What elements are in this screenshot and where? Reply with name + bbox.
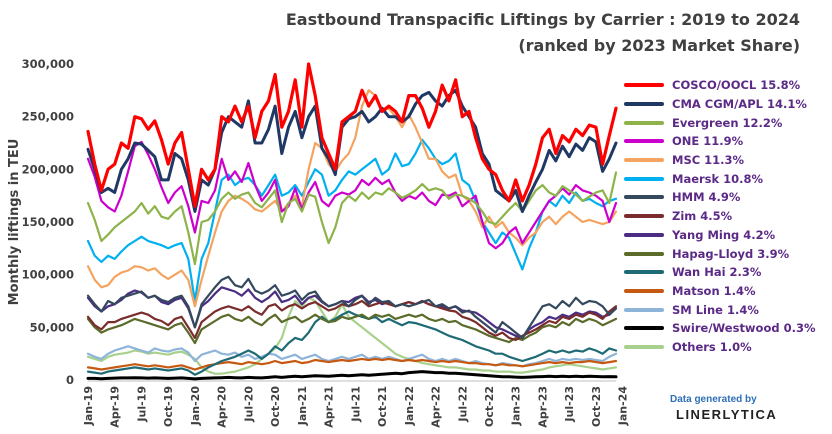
x-axis: Jan-19 Apr-19 Jul-19 Oct-19 Jan-20 Apr-20 Jul-… [82, 380, 630, 428]
x-tick-label: Jul-23 [563, 386, 576, 423]
y-axis-label: Monthly liftings in TEU [7, 139, 22, 306]
brand-logo-text: LINERLYTICA [676, 407, 778, 422]
legend-swatch [624, 139, 664, 144]
legend-label: SM Line 1.4% [672, 302, 759, 317]
x-tick-label: Apr-21 [323, 386, 336, 428]
legend-item: Matson 1.4% [624, 282, 824, 301]
legend-label: Others 1.0% [672, 339, 752, 354]
x-tick-label: Jul-19 [135, 386, 148, 423]
series-line-evergreen [86, 171, 618, 266]
legend-swatch [624, 83, 664, 88]
x-tick-label: Jul-20 [242, 386, 255, 423]
legend-swatch [624, 214, 664, 219]
x-tick-label: Oct-20 [269, 386, 282, 427]
series-lines [86, 62, 618, 381]
x-tick-label: Jan-24 [617, 386, 630, 427]
series-line-matson [86, 357, 618, 371]
legend-item: HMM 4.9% [624, 188, 824, 207]
legend-label: ONE 11.9% [672, 134, 744, 149]
legend-swatch [624, 102, 664, 107]
y-tick-label: 250,000 [22, 110, 74, 124]
legend-item: Maersk 10.8% [624, 169, 824, 188]
legend-label: Wan Hai 2.3% [672, 265, 762, 280]
x-tick-label: Oct-22 [483, 386, 496, 427]
x-tick-label: Apr-23 [536, 386, 549, 428]
y-tick-label: 0 [66, 373, 74, 387]
legend-item: Evergreen 12.2% [624, 113, 824, 132]
legend-label: HMM 4.9% [672, 190, 741, 205]
x-tick-label: Apr-19 [109, 386, 122, 428]
legend-label: Swire/Westwood 0.3% [672, 321, 816, 336]
legend-item: Zim 4.5% [624, 207, 824, 226]
legend-swatch [624, 195, 664, 200]
legend-item: Others 1.0% [624, 338, 824, 357]
series-line-wan [86, 310, 618, 376]
series-line-others [86, 296, 618, 375]
chart-subtitle: (ranked by 2023 Market Share) [518, 36, 800, 55]
series-line-maersk [86, 138, 618, 303]
legend-swatch [624, 232, 664, 237]
x-tick-label: Jul-22 [456, 386, 469, 423]
legend-label: Hapag-Lloyd 3.9% [672, 246, 790, 261]
series-line-cma [86, 88, 618, 213]
x-tick-label: Apr-22 [430, 386, 443, 428]
legend-item: ONE 11.9% [624, 132, 824, 151]
x-tick-label: Jul-21 [349, 386, 362, 423]
legend-item: MSC 11.3% [624, 151, 824, 170]
legend-swatch [624, 288, 664, 293]
legend-item: Swire/Westwood 0.3% [624, 319, 824, 338]
legend-label: Zim 4.5% [672, 209, 733, 224]
legend-item: Wan Hai 2.3% [624, 263, 824, 282]
series-line-one [86, 140, 618, 250]
y-tick-label: 300,000 [22, 57, 74, 71]
x-tick-label: Oct-23 [590, 386, 603, 427]
x-tick-label: Jan-20 [189, 386, 202, 427]
legend-item: Yang Ming 4.2% [624, 226, 824, 245]
legend-label: Evergreen 12.2% [672, 115, 783, 130]
legend-label: Yang Ming 4.2% [672, 227, 776, 242]
series-line-coscooocl [86, 62, 618, 208]
y-tick-label: 150,000 [22, 215, 74, 229]
legend-item: CMA CGM/APL 14.1% [624, 95, 824, 114]
y-axis: 0 50,000 100,000 150,000 200,000 250,000 300,0… [22, 57, 74, 387]
legend-swatch [624, 251, 664, 256]
series-line-swirewestwood [86, 370, 618, 381]
x-tick-label: Jan-22 [403, 386, 416, 426]
legend-label: CMA CGM/APL 14.1% [672, 97, 807, 112]
series-line-zim [86, 299, 618, 342]
x-tick-label: Jan-21 [296, 386, 309, 426]
series-line-hmm [86, 275, 618, 339]
chart-title: Eastbound Transpacific Liftings by Carri… [285, 10, 800, 29]
x-tick-label: Oct-19 [162, 386, 175, 427]
credit-text: Data generated by [670, 394, 757, 405]
y-tick-label: 100,000 [22, 268, 74, 282]
legend-item: COSCO/OOCL 15.8% [624, 76, 824, 95]
x-tick-label: Oct-21 [376, 386, 389, 427]
legend-swatch [624, 326, 664, 331]
legend-item: SM Line 1.4% [624, 300, 824, 319]
legend-swatch [624, 270, 664, 275]
y-tick-label: 200,000 [22, 162, 74, 176]
legend-swatch [624, 120, 664, 125]
legend-swatch [624, 307, 664, 312]
legend-label: Maersk 10.8% [672, 171, 764, 186]
legend-swatch [624, 344, 664, 349]
series-line-hapaglloyd [86, 313, 618, 345]
x-tick-label: Jan-23 [510, 386, 523, 426]
legend-swatch [624, 158, 664, 163]
series-line-msc [86, 89, 618, 308]
legend-swatch [624, 176, 664, 181]
x-tick-label: Apr-20 [216, 386, 229, 428]
x-tick-label: Jan-19 [82, 386, 95, 426]
legend: COSCO/OOCL 15.8% CMA CGM/APL 14.1% Evergre… [624, 76, 824, 356]
legend-label: MSC 11.3% [672, 153, 745, 168]
y-tick-label: 50,000 [30, 320, 74, 334]
legend-item: Hapag-Lloyd 3.9% [624, 244, 824, 263]
legend-label: Matson 1.4% [672, 283, 756, 298]
legend-label: COSCO/OOCL 15.8% [672, 78, 801, 93]
